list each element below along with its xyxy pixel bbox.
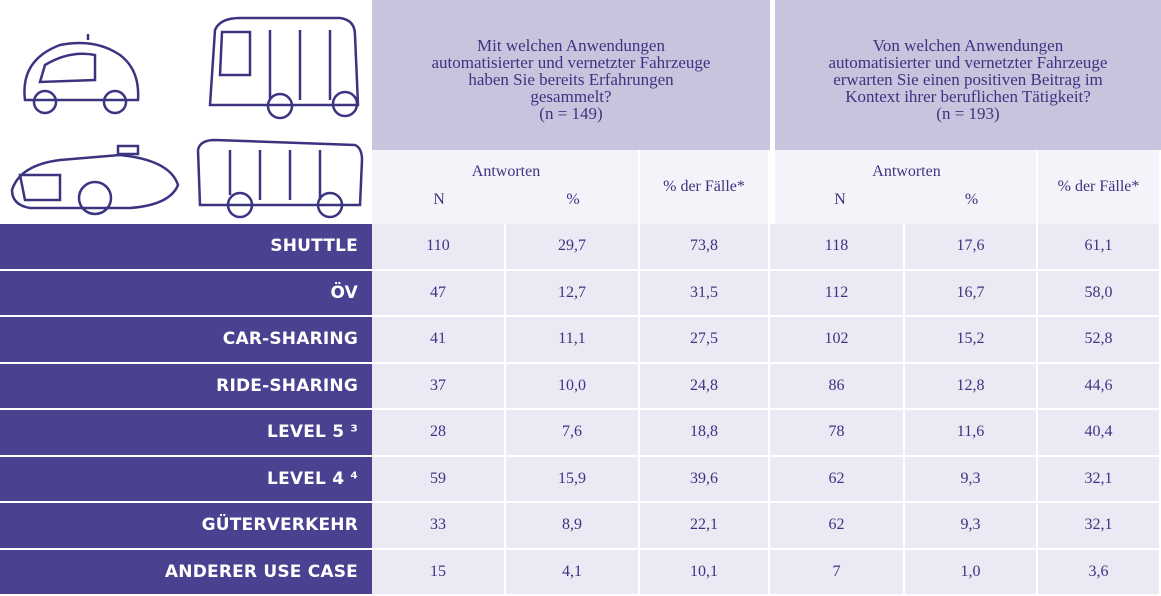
question-line: erwarten Sie einen positiven Beitrag im bbox=[833, 69, 1103, 89]
row-label: LEVEL 5 ³ bbox=[0, 410, 372, 457]
data-cell: 16,7 bbox=[905, 270, 1038, 317]
data-cell: 12,8 bbox=[905, 363, 1038, 410]
data-cell: 17,6 bbox=[905, 224, 1038, 271]
question-line: Von welchen Anwendungen bbox=[872, 35, 1064, 55]
data-cell: 7 bbox=[770, 549, 905, 596]
question-line: haben Sie bereits Erfahrungen bbox=[468, 69, 674, 89]
data-cell: 12,7 bbox=[506, 270, 640, 317]
data-cell: 7,6 bbox=[506, 410, 640, 457]
question-line: Mit welchen Anwendungen bbox=[477, 35, 665, 55]
data-cell: 58,0 bbox=[1038, 270, 1161, 317]
data-cell: 59 bbox=[372, 456, 506, 503]
data-cell: 15,9 bbox=[506, 456, 640, 503]
question-line: automatisierter und vernetzter Fahrzeuge bbox=[828, 52, 1108, 72]
data-cell: 9,3 bbox=[905, 456, 1038, 503]
question-line: Kontext ihrer beruflichen Tätigkeit? bbox=[845, 86, 1091, 106]
vehicle-illustrations bbox=[10, 16, 364, 219]
data-cell: 29,7 bbox=[506, 224, 640, 271]
data-cell: 39,6 bbox=[640, 456, 770, 503]
data-cell: 11,1 bbox=[506, 317, 640, 364]
data-cell: 28 bbox=[372, 410, 506, 457]
data-cell: 32,1 bbox=[1038, 503, 1161, 550]
row-label: CAR-SHARING bbox=[0, 317, 372, 364]
data-cell: 8,9 bbox=[506, 503, 640, 550]
data-cell: 62 bbox=[770, 456, 905, 503]
data-cell: 62 bbox=[770, 503, 905, 550]
row-label: GÜTERVERKEHR bbox=[0, 503, 372, 550]
data-cell: 3,6 bbox=[1038, 549, 1161, 596]
sample-size: (n = 149) bbox=[539, 103, 603, 123]
data-cell: 33 bbox=[372, 503, 506, 550]
row-label: ÖV bbox=[0, 270, 372, 317]
subheader-cell: % der Fälle* bbox=[1038, 150, 1161, 224]
col-n: N bbox=[433, 191, 445, 208]
data-cell: 61,1 bbox=[1038, 224, 1161, 271]
taxi-icon bbox=[10, 144, 180, 216]
data-cell: 15 bbox=[372, 549, 506, 596]
data-cell: 27,5 bbox=[640, 317, 770, 364]
car-icon bbox=[23, 34, 140, 115]
data-cell: 47 bbox=[372, 270, 506, 317]
data-cell: 31,5 bbox=[640, 270, 770, 317]
data-cell: 52,8 bbox=[1038, 317, 1161, 364]
row-label: RIDE-SHARING bbox=[0, 363, 372, 410]
data-cell: 4,1 bbox=[506, 549, 640, 596]
answers-label: Antworten bbox=[872, 163, 941, 180]
data-cell: 18,8 bbox=[640, 410, 770, 457]
shuttle-icon bbox=[208, 16, 360, 120]
question-header: Mit welchen Anwendungen automatisierter u… bbox=[372, 0, 770, 150]
data-cell: 24,8 bbox=[640, 363, 770, 410]
data-cell: 22,1 bbox=[640, 503, 770, 550]
row-label: LEVEL 4 ⁴ bbox=[0, 456, 372, 503]
answers-label: Antworten bbox=[471, 163, 541, 180]
row-label: SHUTTLE bbox=[0, 224, 372, 271]
subheader-cell bbox=[372, 150, 640, 224]
data-cell: 110 bbox=[372, 224, 506, 271]
data-cell: 41 bbox=[372, 317, 506, 364]
col-pct: % bbox=[566, 191, 580, 208]
sample-size: (n = 193) bbox=[936, 103, 1000, 123]
question-line: automatisierter und vernetzter Fahrzeuge bbox=[431, 52, 711, 72]
data-cell: 15,2 bbox=[905, 317, 1038, 364]
col-n: N bbox=[834, 191, 846, 208]
col-pct: % bbox=[964, 191, 979, 208]
question-line: gesammelt? bbox=[530, 86, 612, 106]
data-cell: 44,6 bbox=[1038, 363, 1161, 410]
data-cell: 32,1 bbox=[1038, 456, 1161, 503]
data-cell: 10,1 bbox=[640, 549, 770, 596]
row-label: ANDERER USE CASE bbox=[0, 549, 372, 596]
question-header: Von welchen Anwendungen automatisierter u… bbox=[775, 0, 1161, 150]
data-cell: 10,0 bbox=[506, 363, 640, 410]
data-cell: 1,0 bbox=[905, 549, 1038, 596]
data-cell: 118 bbox=[770, 224, 905, 271]
data-cell: 78 bbox=[770, 410, 905, 457]
data-cell: 11,6 bbox=[905, 410, 1038, 457]
subheader-cell bbox=[775, 150, 1038, 224]
data-cell: 73,8 bbox=[640, 224, 770, 271]
data-cell: 102 bbox=[770, 317, 905, 364]
data-cell: 86 bbox=[770, 363, 905, 410]
data-cell: 112 bbox=[770, 270, 905, 317]
data-cell: 37 bbox=[372, 363, 506, 410]
bus-icon bbox=[196, 138, 364, 219]
data-cell: 9,3 bbox=[905, 503, 1038, 550]
subheader-cell: % der Fälle* bbox=[640, 150, 770, 224]
data-cell: 40,4 bbox=[1038, 410, 1161, 457]
